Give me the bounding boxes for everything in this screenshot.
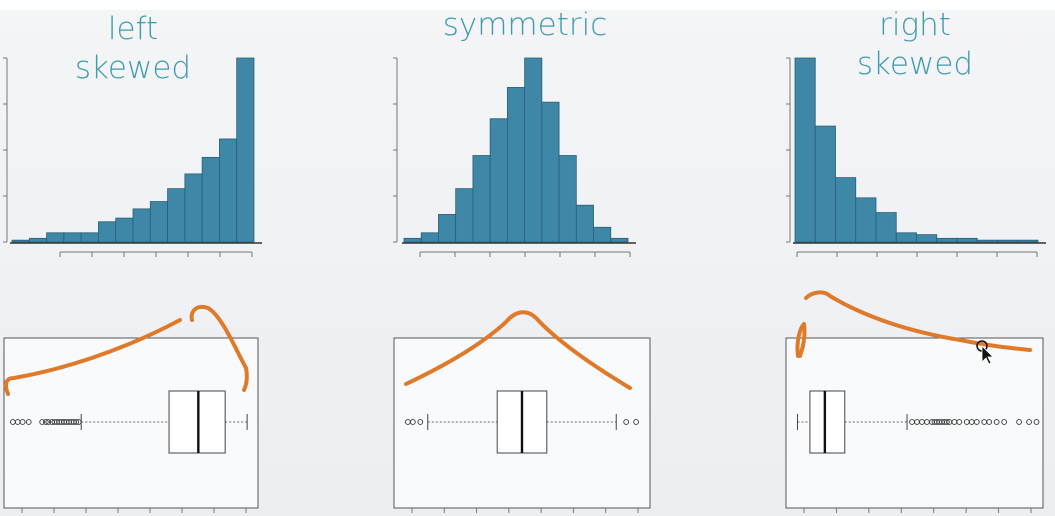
boxplot-right (785, 337, 1044, 513)
histogram-bar (916, 234, 938, 243)
outlier-point (1001, 419, 1007, 425)
histogram-bar (541, 101, 560, 243)
outlier-point (973, 419, 980, 425)
mouse-cursor-icon (976, 340, 994, 365)
outlier-point (993, 419, 1000, 425)
histogram-bar (236, 57, 255, 243)
histogram-bar (403, 237, 422, 243)
outlier-point (75, 419, 82, 425)
outlier-point (73, 419, 80, 425)
histogram-bar (184, 173, 203, 243)
outlier-point (1026, 419, 1032, 425)
density-sketch-right-tail-mark (795, 322, 807, 358)
histogram-bar (1017, 239, 1039, 243)
histogram-bar (855, 197, 877, 243)
histogram-bar (814, 125, 836, 243)
histogram-right (786, 57, 1046, 257)
histogram-left (3, 57, 262, 257)
outlier-point (986, 419, 993, 425)
outlier-point (633, 419, 639, 425)
density-sketch-left-peak (189, 305, 249, 392)
title-left-skewed: left skewed (38, 10, 228, 88)
outlier-point (1033, 419, 1040, 425)
histogram-bar (835, 177, 857, 243)
density-sketch-symmetric (404, 310, 632, 390)
histogram-bar (115, 217, 134, 243)
density-sketch-right (804, 290, 1032, 352)
histogram-bar (80, 232, 99, 243)
outlier-point (410, 419, 416, 425)
histogram-bar (489, 118, 508, 243)
outlier-point (25, 419, 32, 425)
title-line: symmetric (442, 7, 608, 43)
histogram-bar (936, 237, 958, 243)
histogram-bar (593, 226, 612, 243)
histogram-bar (201, 156, 220, 243)
annotation-sketches (4, 290, 1032, 396)
histogram-bar (420, 232, 439, 243)
histogram-bar (28, 237, 47, 243)
histogram-bar (167, 188, 186, 243)
outlier-point (19, 419, 26, 425)
cursor-arrow (981, 345, 994, 365)
histogram-bar (219, 138, 238, 243)
outlier-point (944, 419, 950, 425)
histogram-bar (875, 212, 897, 243)
histogram-bar (132, 208, 151, 243)
histogram-bar (455, 188, 474, 243)
histogram-bar (956, 237, 978, 243)
histogram-bar (976, 239, 998, 243)
boxplot-left (3, 337, 259, 513)
histogram-bar (506, 87, 526, 243)
histogram-bar (63, 232, 82, 243)
histogram-bar (149, 201, 168, 243)
outlier-point (39, 419, 46, 425)
title-line: right (879, 7, 951, 43)
outlier-point (1016, 419, 1022, 425)
histogram-bar (472, 155, 491, 243)
density-sketch-left-rising (4, 318, 182, 396)
title-line: skewed (856, 45, 974, 82)
box-iqr (809, 390, 846, 454)
box-iqr (168, 390, 226, 454)
histogram-bar (794, 57, 816, 243)
title-symmetric: symmetric (425, 6, 625, 45)
histogram-bar (98, 221, 117, 243)
histogram-bar (46, 232, 65, 243)
outlier-point (45, 419, 52, 425)
outlier-point (956, 419, 963, 425)
outlier-point (623, 419, 630, 425)
histogram-bar (895, 232, 917, 243)
boxplot-symmetric (393, 337, 651, 513)
histogram-bar (558, 155, 577, 243)
histogram-bar (610, 237, 629, 243)
top-strip (0, 0, 1055, 10)
histogram-bar (11, 239, 30, 243)
title-line: skewed (74, 49, 192, 86)
title-line: left (107, 11, 159, 47)
histogram-bar (575, 204, 594, 243)
histogram-symmetric (393, 57, 636, 257)
outlier-point (42, 419, 49, 425)
histogram-bar (438, 213, 457, 243)
outlier-point (417, 419, 424, 425)
histogram-bar (997, 239, 1019, 243)
title-right-skewed: right skewed (820, 6, 1010, 84)
histogram-bar (524, 57, 543, 243)
